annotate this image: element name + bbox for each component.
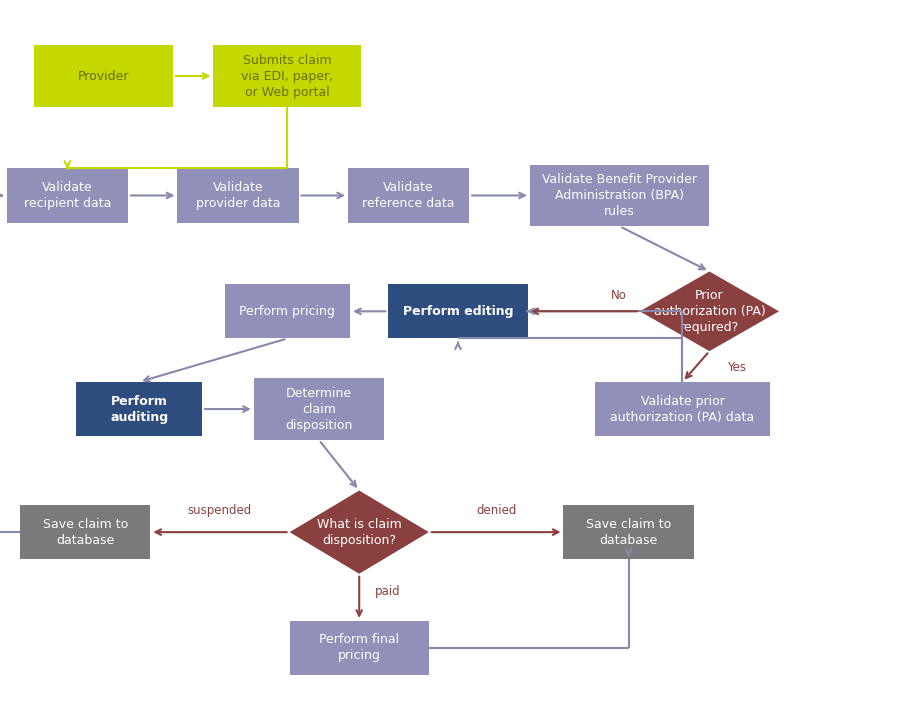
Text: Validate
recipient data: Validate recipient data: [23, 181, 111, 210]
Text: Validate Benefit Provider
Administration (BPA)
rules: Validate Benefit Provider Administration…: [542, 173, 697, 218]
Text: suspended: suspended: [188, 504, 252, 517]
FancyBboxPatch shape: [224, 285, 350, 339]
Text: Yes: Yes: [727, 361, 746, 374]
Text: Perform pricing: Perform pricing: [240, 305, 335, 318]
FancyBboxPatch shape: [348, 169, 469, 223]
Text: Perform final
pricing: Perform final pricing: [319, 634, 400, 662]
FancyBboxPatch shape: [253, 378, 383, 439]
FancyBboxPatch shape: [530, 165, 709, 226]
FancyBboxPatch shape: [289, 620, 429, 675]
Polygon shape: [639, 272, 779, 351]
FancyBboxPatch shape: [594, 382, 770, 436]
Text: Submits claim
via EDI, paper,
or Web portal: Submits claim via EDI, paper, or Web por…: [242, 54, 333, 98]
Text: What is claim
disposition?: What is claim disposition?: [317, 518, 401, 547]
Text: Validate
reference data: Validate reference data: [362, 181, 455, 210]
FancyBboxPatch shape: [178, 169, 298, 223]
FancyBboxPatch shape: [34, 45, 172, 106]
FancyBboxPatch shape: [564, 505, 693, 559]
FancyBboxPatch shape: [76, 382, 202, 436]
Polygon shape: [289, 491, 429, 573]
Text: Save claim to
database: Save claim to database: [43, 518, 128, 547]
FancyBboxPatch shape: [213, 45, 361, 106]
Text: Provider: Provider: [77, 70, 129, 83]
Text: Validate
provider data: Validate provider data: [196, 181, 280, 210]
Text: No: No: [611, 289, 627, 302]
FancyBboxPatch shape: [6, 169, 128, 223]
Text: paid: paid: [375, 586, 401, 598]
Text: Save claim to
database: Save claim to database: [586, 518, 671, 547]
FancyBboxPatch shape: [388, 285, 528, 339]
Text: Prior
authorization (PA)
required?: Prior authorization (PA) required?: [654, 289, 765, 334]
Text: Validate prior
authorization (PA) data: Validate prior authorization (PA) data: [611, 395, 754, 424]
Text: denied: denied: [476, 504, 516, 517]
Text: Perform editing: Perform editing: [402, 305, 514, 318]
FancyBboxPatch shape: [21, 505, 150, 559]
Text: Perform
auditing: Perform auditing: [110, 395, 168, 424]
Text: Determine
claim
disposition: Determine claim disposition: [285, 387, 353, 432]
